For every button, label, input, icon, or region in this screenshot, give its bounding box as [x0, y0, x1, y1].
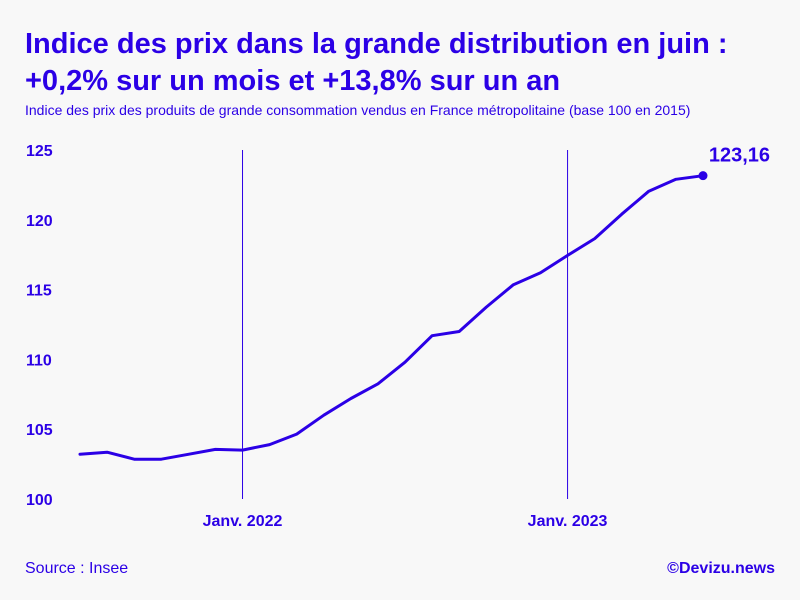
- y-tick-label: 120: [26, 213, 53, 230]
- y-tick-label: 100: [26, 492, 53, 509]
- x-tick-label: Janv. 2023: [528, 513, 608, 530]
- y-tick-label: 125: [26, 143, 53, 160]
- brand-credit: ©Devizu.news: [667, 560, 775, 577]
- chart-subtitle: Indice des prix des produits de grande c…: [25, 102, 691, 118]
- end-value-label: 123,16: [709, 145, 770, 167]
- chart-title: Indice des prix dans la grande distribut…: [25, 26, 785, 100]
- source-note: Source : Insee: [25, 560, 129, 577]
- x-axis: Janv. 2022 Janv. 2023: [203, 150, 608, 530]
- chart-title-line-1: Indice des prix dans la grande distribut…: [25, 28, 728, 60]
- y-tick-label: 115: [26, 283, 52, 300]
- end-point-marker: [698, 171, 708, 181]
- series-line: [78, 174, 705, 461]
- chart-title-line-2: +0,2% sur un mois et +13,8% sur un an: [25, 65, 561, 97]
- x-tick-label: Janv. 2022: [203, 513, 283, 530]
- y-tick-label: 110: [26, 352, 52, 369]
- series-layer: 123,16: [78, 145, 770, 461]
- y-axis: 100 105 110 115 120 125: [26, 143, 53, 509]
- y-tick-label: 105: [26, 422, 53, 439]
